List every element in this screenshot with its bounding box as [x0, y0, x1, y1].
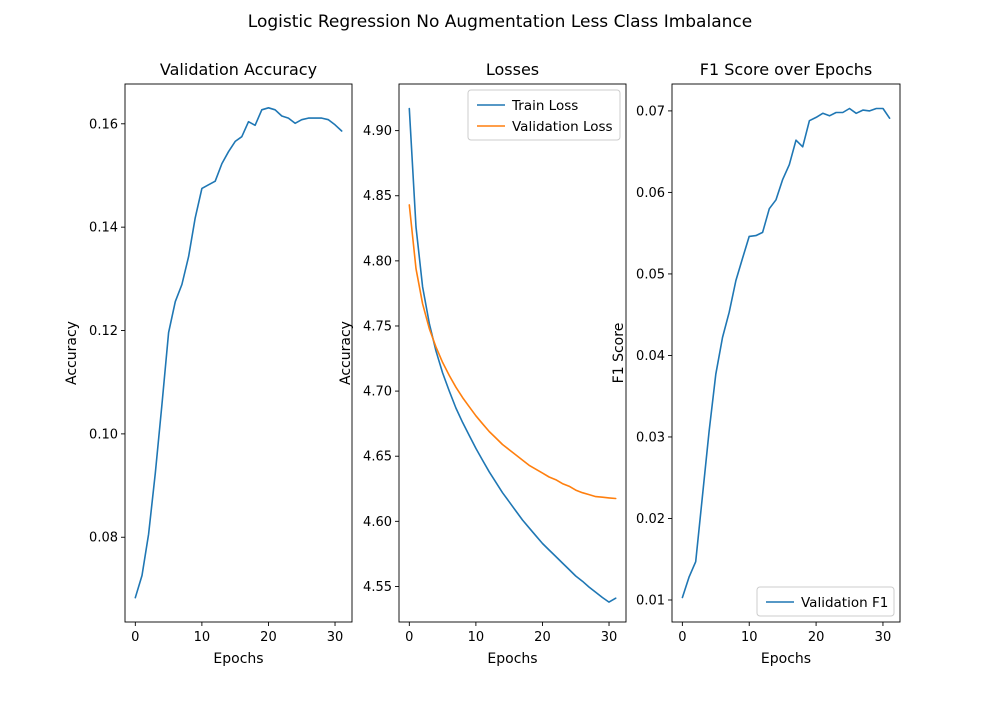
y-tick-label: 0.02 — [636, 512, 665, 527]
figure-suptitle: Logistic Regression No Augmentation Less… — [248, 12, 752, 32]
x-tick-label: 20 — [260, 630, 277, 645]
panel-title: F1 Score over Epochs — [700, 60, 872, 79]
x-tick-label: 0 — [405, 630, 413, 645]
y-tick-label: 4.55 — [363, 580, 392, 595]
chart-panel-2: 0 10 20 30 4.55 4.60 4.65 4.70 4.75 4.80 4.85 4.90 L… — [338, 60, 627, 667]
chart-panel-3: 0 10 20 30 0.01 0.02 0.03 0.04 0.05 0.06 0.07 F1 Sc… — [611, 60, 901, 667]
plot-frame — [671, 83, 901, 623]
y-tick-label: 0.08 — [89, 531, 118, 546]
plot-frame — [398, 83, 627, 623]
panel-title: Validation Accuracy — [160, 60, 317, 79]
y-tick-label: 0.12 — [89, 324, 118, 339]
y-tick-label: 4.80 — [363, 254, 392, 269]
plot-frame — [124, 83, 353, 623]
legend: Train Loss Validation Loss — [467, 89, 621, 141]
x-tick-label: 10 — [468, 630, 485, 645]
y-tick-label: 4.60 — [363, 515, 392, 530]
x-tick-label: 30 — [601, 630, 618, 645]
y-tick-label: 0.10 — [89, 427, 118, 442]
x-tick-label: 20 — [534, 630, 551, 645]
y-tick-label: 4.65 — [363, 450, 392, 465]
y-tick-label: 4.85 — [363, 189, 392, 204]
legend-label-train-loss: Train Loss — [511, 98, 578, 114]
y-tick-label: 4.75 — [363, 319, 392, 334]
legend-box — [756, 586, 895, 617]
y-tick-label: 0.06 — [636, 186, 665, 201]
panel-title: Losses — [486, 60, 539, 79]
x-tick-label: 20 — [808, 630, 825, 645]
x-axis-label: Epochs — [487, 651, 537, 667]
x-tick-label: 10 — [194, 630, 211, 645]
y-tick-label: 0.07 — [636, 104, 665, 119]
legend-label-validation-f1: Validation F1 — [801, 595, 888, 611]
y-tick-label: 4.70 — [363, 385, 392, 400]
x-tick-label: 0 — [131, 630, 139, 645]
y-tick-label: 0.04 — [636, 349, 665, 364]
series-line-train-loss — [408, 107, 617, 603]
y-axis-label: F1 Score — [611, 323, 627, 384]
y-tick-label: 0.16 — [89, 117, 118, 132]
y-axis-label: Accuracy — [338, 321, 354, 385]
x-tick-label: 30 — [875, 630, 892, 645]
chart-panels: 0 10 20 30 0.08 0.10 0.12 0.14 0.16 Validation Ac… — [64, 60, 901, 667]
y-axis-label: Accuracy — [64, 321, 80, 385]
legend-label-validation-loss: Validation Loss — [512, 119, 613, 135]
series-line-validation-f1 — [681, 107, 891, 599]
x-tick-label: 0 — [678, 630, 686, 645]
x-tick-label: 10 — [741, 630, 758, 645]
y-tick-label: 0.03 — [636, 430, 665, 445]
x-axis-label: Epochs — [761, 651, 811, 667]
y-tick-label: 0.01 — [636, 593, 665, 608]
legend: Validation F1 — [756, 586, 895, 617]
x-axis-label: Epochs — [213, 651, 263, 667]
series-line-series-1 — [134, 107, 343, 599]
y-tick-label: 0.14 — [89, 221, 118, 236]
x-tick-label: 30 — [327, 630, 344, 645]
y-tick-label: 4.90 — [363, 124, 392, 139]
chart-panel-1: 0 10 20 30 0.08 0.10 0.12 0.14 0.16 Validation Ac… — [64, 60, 353, 667]
series-line-validation-loss — [408, 204, 617, 500]
y-tick-label: 0.05 — [636, 267, 665, 282]
legend-box — [467, 89, 621, 141]
